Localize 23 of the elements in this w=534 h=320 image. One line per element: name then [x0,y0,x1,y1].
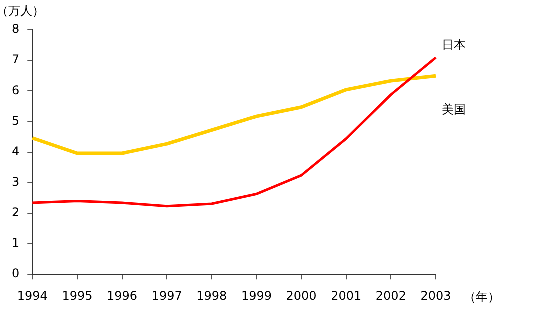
x-tick-label: 1999 [241,288,272,303]
series-label: 日本 [442,38,466,52]
y-tick-label: 5 [12,114,20,128]
y-axis-title: （万人） [0,4,45,18]
y-tick-label: 4 [12,144,20,158]
y-tick-label: 0 [12,266,20,281]
x-tick-label: 2000 [286,288,317,303]
x-tick-label: 2002 [376,288,406,303]
x-tick-label: 1994 [17,288,48,303]
x-axis-title: （年） [464,290,500,304]
y-tick-label: 6 [12,83,20,98]
y-tick-label: 1 [12,236,20,250]
y-tick-label: 8 [12,22,20,36]
y-tick-label: 7 [12,52,20,67]
y-tick-label: 2 [12,206,20,220]
x-tick-label: 1995 [62,288,93,303]
y-tick-label: 3 [12,175,20,189]
x-tick-label: 2003 [420,288,452,303]
x-tick-label: 2001 [331,288,362,303]
x-tick-label: 1997 [152,288,182,303]
text: 美国 [442,102,466,116]
x-tick-label: 1998 [196,288,228,303]
x-tick-label: 1996 [107,288,138,303]
